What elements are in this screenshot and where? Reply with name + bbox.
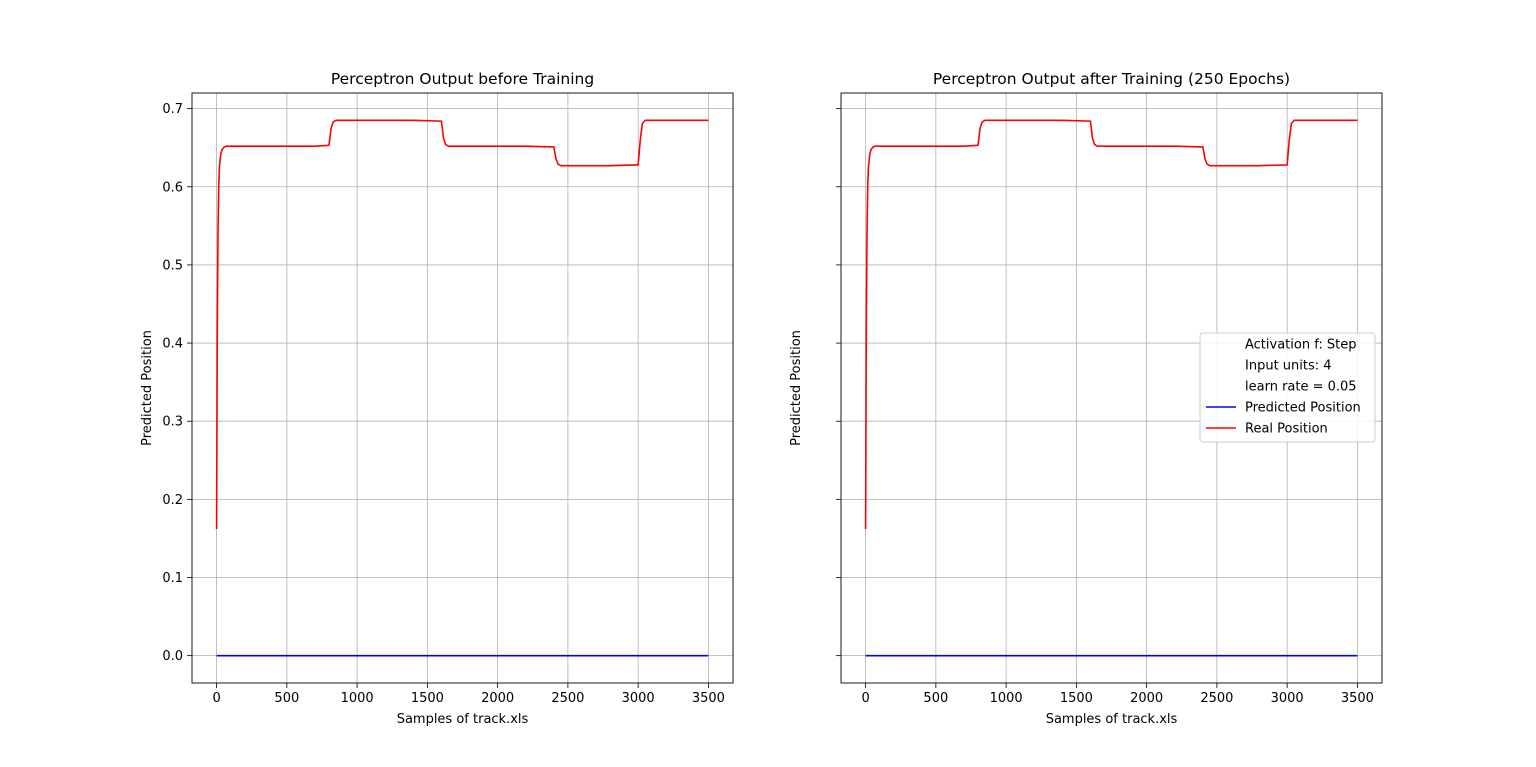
y-tick-label: 0.0: [162, 649, 183, 664]
chart-title: Perceptron Output after Training (250 Ep…: [933, 70, 1290, 88]
x-tick-label: 2000: [1130, 691, 1163, 706]
x-tick-label: 1000: [341, 691, 374, 706]
x-tick-label: 0: [212, 691, 220, 706]
x-tick-label: 3000: [1271, 691, 1304, 706]
y-tick-label: 0.1: [162, 571, 183, 586]
y-tick-label: 0.4: [162, 337, 183, 352]
y-tick-label: 0.2: [162, 493, 183, 508]
x-tick-label: 2500: [1200, 691, 1233, 706]
legend-entry: Real Position: [1245, 422, 1328, 437]
y-axis-label: Predicted Position: [789, 330, 804, 446]
x-tick-label: 500: [274, 691, 299, 706]
legend-entry: Input units: 4: [1245, 359, 1332, 374]
x-tick-label: 0: [861, 691, 869, 706]
x-tick-label: 2500: [551, 691, 584, 706]
chart-panel-2: 0 500 1000 1500 2000 2500 3000 3500 Perceptron O…: [789, 70, 1383, 727]
real-position-line: [215, 119, 709, 530]
x-tick-label: 3000: [622, 691, 655, 706]
legend-entry: Activation f: Step: [1245, 338, 1356, 353]
y-axis-label: Predicted Position: [140, 330, 155, 446]
y-tick-label: 0.3: [162, 415, 183, 430]
x-tick-label: 3500: [692, 691, 725, 706]
legend-box: [1199, 332, 1376, 443]
x-tick-label: 2000: [481, 691, 514, 706]
x-tick-label: 1000: [990, 691, 1023, 706]
y-tick-label: 0.5: [162, 258, 183, 273]
real-position-line: [864, 119, 1358, 530]
legend-entry: learn rate = 0.05: [1245, 380, 1357, 395]
x-tick-label: 500: [923, 691, 948, 706]
x-tick-label: 1500: [411, 691, 444, 706]
axes-frame: [840, 92, 1383, 684]
x-axis-label: Samples of track.xls: [1046, 712, 1178, 727]
y-tick-label: 0.7: [162, 102, 183, 117]
x-axis-label: Samples of track.xls: [397, 712, 529, 727]
y-tick-label: 0.6: [162, 180, 183, 195]
legend: Activation f: Step Input units: 4 learn ra…: [1199, 332, 1376, 443]
chart-title: Perceptron Output before Training: [331, 70, 594, 88]
x-tick-label: 3500: [1341, 691, 1374, 706]
chart-panel-1: 0 500 1000 1500 2000 2500 3000 3500 0.0 0.1 0.2 0.3…: [140, 70, 734, 727]
x-tick-label: 1500: [1060, 691, 1093, 706]
legend-entry: Predicted Position: [1245, 401, 1361, 416]
axes-frame: [191, 92, 734, 684]
